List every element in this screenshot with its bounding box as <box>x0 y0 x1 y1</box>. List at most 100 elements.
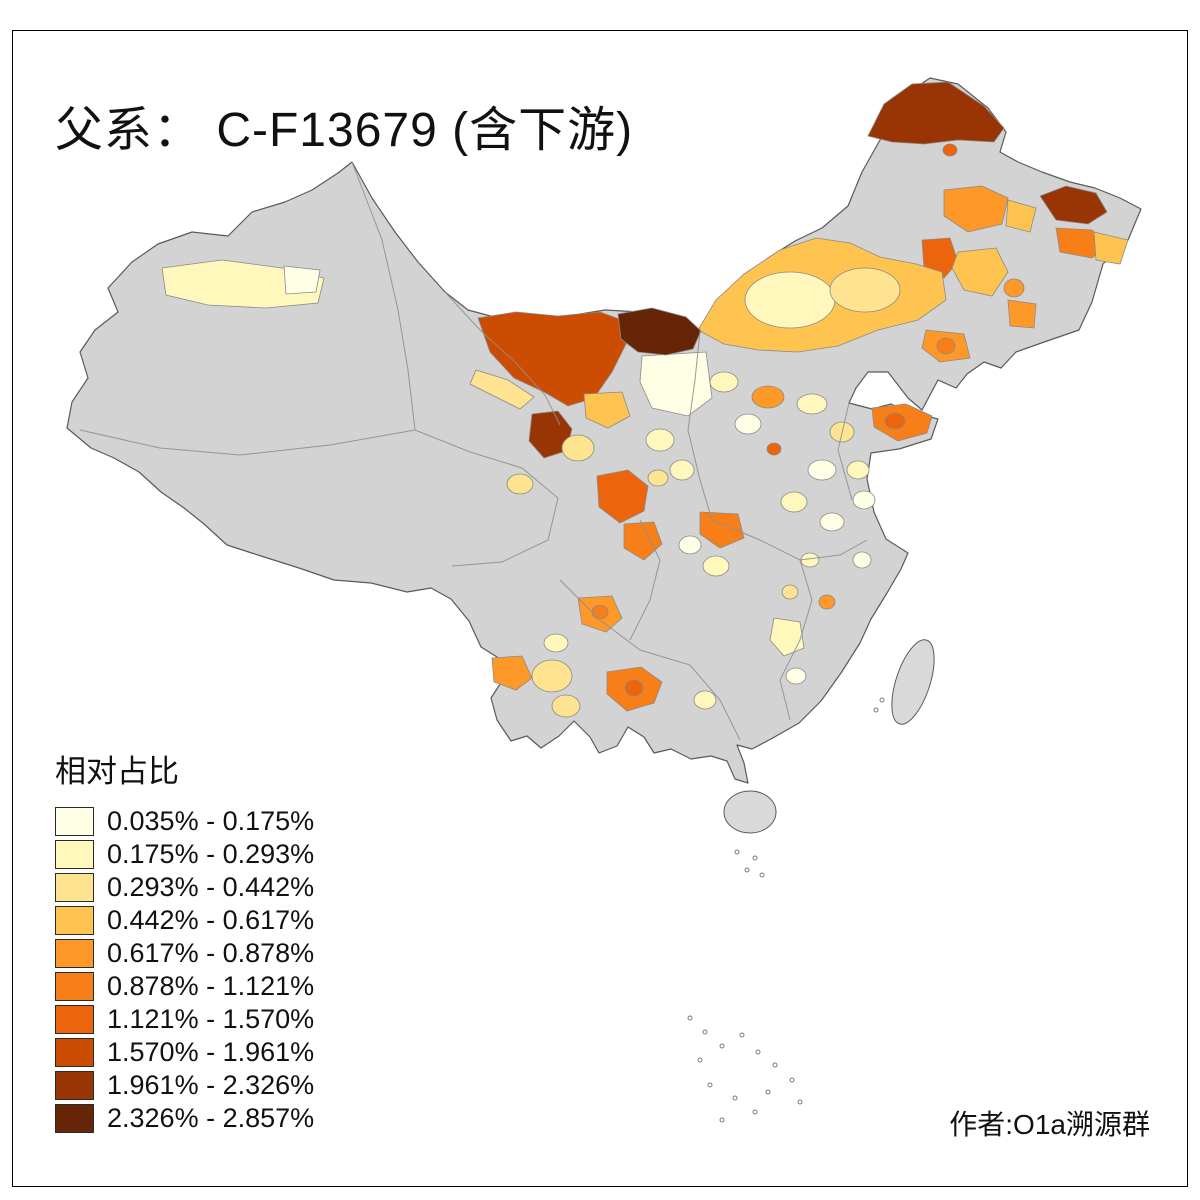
sea-islet <box>697 1057 703 1063</box>
legend-swatch <box>55 840 94 869</box>
legend-row: 0.293% - 0.442% <box>55 872 315 902</box>
legend-swatch <box>55 939 94 968</box>
sea-islet <box>772 1062 778 1068</box>
legend-row: 0.442% - 0.617% <box>55 905 314 935</box>
map-region <box>921 237 959 279</box>
map-region <box>469 369 535 410</box>
map-region <box>669 459 695 481</box>
map-region <box>852 551 872 569</box>
legend-row: 0.175% - 0.293% <box>55 839 314 869</box>
legend-label: 0.293% - 0.442% <box>107 872 315 902</box>
legend-swatch <box>55 1038 94 1067</box>
china-mainland <box>66 77 1142 784</box>
sea-islet <box>759 872 765 878</box>
legend-swatch <box>55 807 94 836</box>
legend-label: 1.570% - 1.961% <box>107 1037 315 1067</box>
map-region <box>161 259 325 309</box>
map-region <box>624 679 644 697</box>
map-region <box>942 143 958 157</box>
sea-islet <box>765 1089 771 1095</box>
map-region <box>936 337 956 355</box>
map-region <box>617 307 702 356</box>
legend-title: 相对占比 <box>55 754 179 789</box>
map-region <box>702 555 730 577</box>
legend-row: 2.326% - 2.857% <box>55 1103 315 1133</box>
map-region <box>734 413 762 435</box>
sea-islet <box>702 1029 708 1035</box>
map-region <box>829 267 901 313</box>
map-region <box>1003 278 1025 298</box>
map-region <box>943 185 1009 233</box>
legend-label: 1.961% - 2.326% <box>107 1070 315 1100</box>
map-region <box>647 469 669 487</box>
map-region <box>852 490 876 510</box>
map-region <box>531 659 573 693</box>
sea-islet <box>719 1043 725 1049</box>
legend-swatch <box>55 1104 94 1133</box>
map-region <box>591 604 609 620</box>
map-region <box>491 655 533 691</box>
sea-islet <box>734 849 740 855</box>
island-hainan <box>723 790 777 834</box>
map-region <box>766 442 782 456</box>
map-region <box>1093 231 1129 265</box>
map-region <box>699 511 745 549</box>
sea-islet <box>755 1049 761 1055</box>
map-region <box>846 460 870 480</box>
sea-islet <box>744 867 750 873</box>
credit: 作者:O1a溯源群 <box>949 1109 1150 1140</box>
sea-islet <box>707 1082 713 1088</box>
map-region <box>477 311 627 407</box>
map-region <box>796 393 828 415</box>
legend: 相对占比 0.035% - 0.175% 0.175% - 0.293% 0.293… <box>55 746 314 1137</box>
map-region <box>1039 185 1108 225</box>
sea-islet <box>687 1015 693 1021</box>
map-region <box>283 265 321 295</box>
map-region <box>951 247 1009 297</box>
sea-islet <box>752 1109 758 1115</box>
map-region <box>623 521 663 561</box>
map-region <box>744 271 836 329</box>
legend-row: 1.570% - 1.961% <box>55 1037 315 1067</box>
map-region <box>561 434 595 462</box>
map-region <box>819 512 845 532</box>
map-region <box>781 584 799 600</box>
map-region <box>645 428 675 452</box>
sea-islet <box>879 697 885 703</box>
legend-label: 1.121% - 1.570% <box>107 1004 315 1034</box>
legend-rows: 0.035% - 0.175% 0.175% - 0.293% 0.293% - 0… <box>55 806 315 1133</box>
map-region <box>678 535 702 555</box>
sea-islet <box>752 855 758 861</box>
island-taiwan <box>891 639 935 725</box>
figure-title: 父系： C-F13679 (含下游) <box>55 104 634 158</box>
legend-row: 1.121% - 1.570% <box>55 1004 315 1034</box>
legend-swatch <box>55 1005 94 1034</box>
map-region <box>543 633 569 653</box>
legend-label: 0.878% - 1.121% <box>107 971 315 1001</box>
map-region <box>785 667 807 685</box>
sea-islet <box>739 1032 745 1038</box>
legend-swatch <box>55 972 94 1001</box>
sea-islet <box>789 1077 795 1083</box>
sea-islet <box>719 1117 725 1123</box>
legend-row: 1.961% - 2.326% <box>55 1070 315 1100</box>
legend-row: 0.617% - 0.878% <box>55 938 314 968</box>
legend-label: 0.035% - 0.175% <box>107 806 315 836</box>
map-region <box>1005 199 1037 233</box>
map-region <box>506 473 534 495</box>
map-region <box>583 391 631 429</box>
map-region <box>867 81 1005 145</box>
map-region <box>884 412 906 430</box>
legend-label: 2.326% - 2.857% <box>107 1103 315 1133</box>
legend-swatch <box>55 873 94 902</box>
colored-regions <box>161 81 1129 718</box>
legend-swatch <box>55 906 94 935</box>
sea-islets <box>687 697 885 1123</box>
map-region <box>818 594 836 610</box>
legend-row: 0.878% - 1.121% <box>55 971 315 1001</box>
map-region <box>709 371 739 393</box>
map-region <box>639 351 713 417</box>
sea-islet <box>797 1099 803 1105</box>
sea-islet <box>873 707 879 713</box>
